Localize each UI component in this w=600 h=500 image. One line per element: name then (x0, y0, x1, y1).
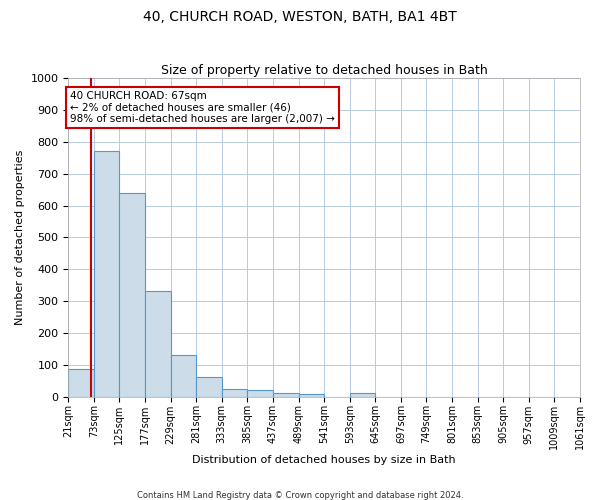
Bar (350, 394, 376, 396)
Bar (170, 355, 196, 397)
Bar (94, 152, 119, 396)
Bar (273, 394, 299, 396)
Text: 40 CHURCH ROAD: 67sqm
← 2% of detached houses are smaller (46)
98% of semi-detac: 40 CHURCH ROAD: 67sqm ← 2% of detached h… (70, 91, 335, 124)
Title: Size of property relative to detached houses in Bath: Size of property relative to detached ho… (161, 64, 488, 77)
Bar (68, 370, 94, 396)
Text: 40, CHURCH ROAD, WESTON, BATH, BA1 4BT: 40, CHURCH ROAD, WESTON, BATH, BA1 4BT (143, 10, 457, 24)
Y-axis label: Number of detached properties: Number of detached properties (15, 150, 25, 325)
Bar (222, 388, 247, 396)
Text: Contains HM Land Registry data © Crown copyright and database right 2024.: Contains HM Land Registry data © Crown c… (137, 490, 463, 500)
Bar (247, 390, 273, 396)
Bar (196, 378, 222, 396)
Bar (119, 193, 145, 396)
Bar (299, 394, 324, 396)
Bar (145, 292, 170, 397)
X-axis label: Distribution of detached houses by size in Bath: Distribution of detached houses by size … (193, 455, 456, 465)
